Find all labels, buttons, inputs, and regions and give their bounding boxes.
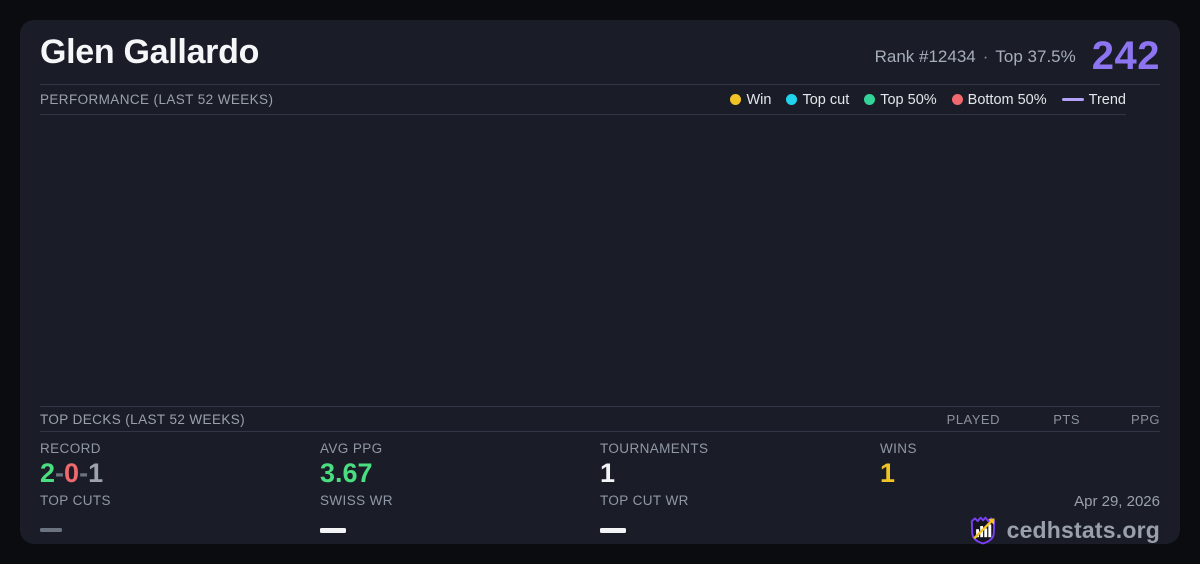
swiss-wr-dash (320, 528, 346, 533)
performance-section-header: PERFORMANCE (LAST 52 WEEKS) Win Top cut To… (40, 85, 1126, 115)
performance-title: PERFORMANCE (LAST 52 WEEKS) (40, 92, 274, 107)
card-header: Glen Gallardo Rank #12434 · Top 37.5% 242 (40, 20, 1160, 85)
rank-number: Rank #12434 (874, 47, 976, 66)
legend-item-bottom-50-: Bottom 50% (951, 91, 1047, 108)
stat-wins: WINS 1 (880, 441, 1160, 493)
header-right: Rank #12434 · Top 37.5% 242 (875, 34, 1160, 76)
rank-separator: · (982, 47, 989, 66)
tournaments-value: 1 (600, 458, 616, 488)
top-decks-title: TOP DECKS (LAST 52 WEEKS) (40, 411, 246, 427)
stat-record: RECORD 2-0-1 (40, 441, 320, 493)
stat-top-cut-wr-label: TOP CUT WR (600, 493, 689, 508)
top-cut-wr-dash (600, 528, 626, 533)
deck-column-played: PLAYED (946, 411, 1000, 427)
stat-tournaments-label: TOURNAMENTS (600, 441, 709, 456)
legend-dot-icon (951, 94, 963, 105)
stat-record-label: RECORD (40, 441, 101, 456)
trend-line-icon (1061, 98, 1084, 101)
stats-grid: RECORD 2-0-1 AVG PPG 3.67 TOURNAMENTS 1 … (40, 432, 1160, 545)
legend-dot-icon (730, 94, 742, 105)
card-date: Apr 29, 2026 (1074, 493, 1160, 510)
stat-top-cut-wr: TOP CUT WR (600, 493, 880, 545)
deck-columns: PLAYED PTS PPG (920, 412, 1160, 427)
top-decks-header: TOP DECKS (LAST 52 WEEKS) PLAYED PTS PPG (40, 406, 1160, 432)
deck-column-ppg: PPG (1131, 411, 1160, 427)
legend-dot-icon (786, 94, 798, 105)
rank-text: Rank #12434 · Top 37.5% (875, 47, 1076, 67)
legend-label: Top 50% (880, 91, 937, 108)
legend-label: Bottom 50% (967, 91, 1047, 108)
stat-top-cuts: TOP CUTS (40, 493, 320, 545)
legend-item-win: Win (730, 92, 771, 108)
stat-top-cuts-label: TOP CUTS (40, 493, 111, 508)
top-cuts-dash (40, 528, 62, 532)
stat-swiss-wr-label: SWISS WR (320, 493, 393, 508)
player-score: 242 (1091, 34, 1160, 78)
record-part: 0 (64, 458, 80, 488)
player-stats-card: Glen Gallardo Rank #12434 · Top 37.5% 242 … (20, 20, 1180, 545)
legend-item-trend: Trend (1061, 91, 1126, 108)
performance-chart (40, 115, 1160, 406)
cedhstats-logo-icon (970, 516, 995, 545)
brand-row: cedhstats.org (967, 514, 1160, 546)
player-name: Glen Gallardo (40, 33, 260, 71)
legend-label: Top cut (802, 91, 850, 108)
stat-avg-ppg: AVG PPG 3.67 (320, 441, 600, 493)
chart-legend: Win Top cut Top 50% Bottom 50% Trend (730, 92, 1126, 108)
brand-name: cedhstats.org (1006, 516, 1160, 543)
percentile-text: Top 37.5% (995, 47, 1076, 66)
wins-value: 1 (880, 458, 896, 488)
record-part: 1 (88, 458, 104, 488)
stat-wins-label: WINS (880, 441, 917, 456)
legend-item-top-50-: Top 50% (864, 91, 937, 108)
record-part: - (55, 458, 65, 488)
record-part: 2 (40, 458, 56, 488)
stat-swiss-wr: SWISS WR (320, 493, 600, 545)
legend-dot-icon (864, 94, 876, 105)
record-part: - (79, 458, 89, 488)
record-value: 2-0-1 (40, 458, 320, 489)
legend-label: Win (746, 91, 772, 108)
stat-avg-ppg-label: AVG PPG (320, 441, 383, 456)
footer-branding: Apr 29, 2026 cedhstats.org (880, 493, 1160, 545)
stat-tournaments: TOURNAMENTS 1 (600, 441, 880, 493)
legend-item-top-cut: Top cut (786, 92, 849, 108)
avg-ppg-value: 3.67 (320, 458, 373, 488)
legend-label: Trend (1088, 91, 1126, 108)
deck-column-pts: PTS (1053, 411, 1080, 427)
